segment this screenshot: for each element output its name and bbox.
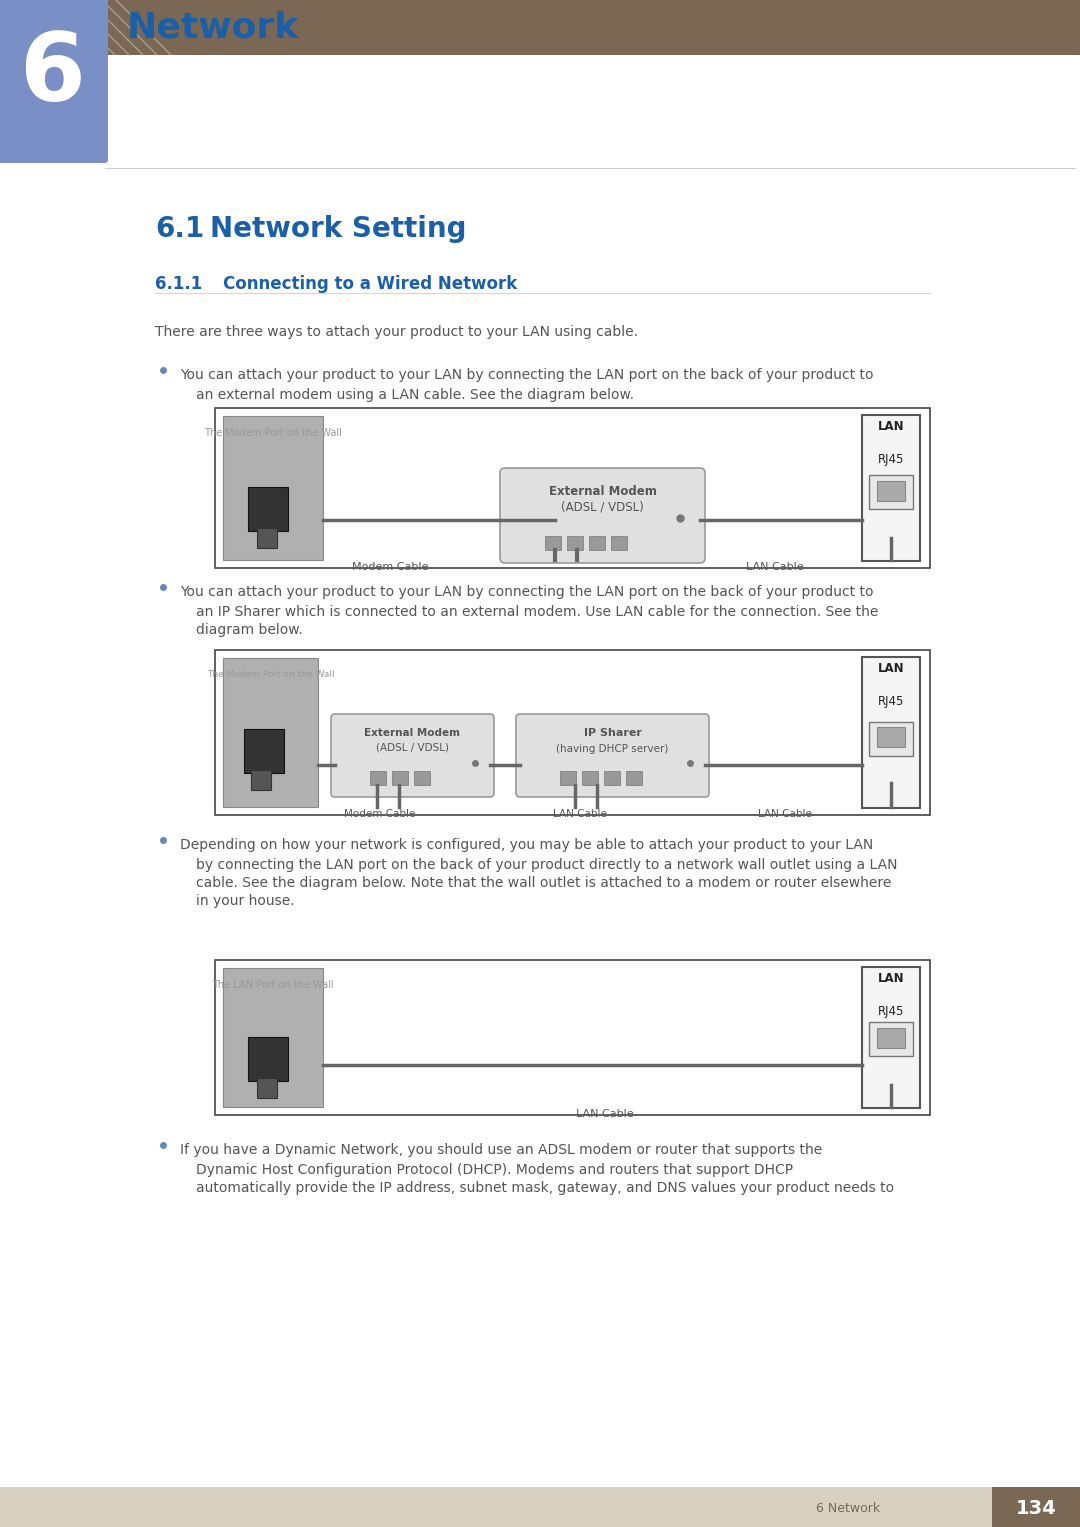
FancyBboxPatch shape — [0, 0, 1080, 55]
Text: RJ45: RJ45 — [878, 454, 904, 466]
FancyBboxPatch shape — [215, 408, 930, 568]
Text: Network Setting: Network Setting — [210, 215, 467, 243]
Text: IP Sharer: IP Sharer — [583, 728, 642, 738]
FancyBboxPatch shape — [877, 1028, 905, 1048]
FancyBboxPatch shape — [0, 0, 108, 163]
Text: You can attach your product to your LAN by connecting the LAN port on the back o: You can attach your product to your LAN … — [180, 585, 874, 599]
Text: Network: Network — [127, 11, 299, 44]
Text: 6 Network: 6 Network — [815, 1503, 880, 1515]
Text: LAN Cable: LAN Cable — [577, 1109, 634, 1119]
FancyBboxPatch shape — [215, 651, 930, 815]
FancyBboxPatch shape — [500, 467, 705, 563]
FancyBboxPatch shape — [392, 771, 408, 785]
FancyBboxPatch shape — [877, 727, 905, 747]
Text: If you have a Dynamic Network, you should use an ADSL modem or router that suppo: If you have a Dynamic Network, you shoul… — [180, 1144, 822, 1157]
FancyBboxPatch shape — [251, 770, 271, 789]
Text: 6: 6 — [19, 29, 85, 121]
FancyBboxPatch shape — [582, 771, 598, 785]
FancyBboxPatch shape — [993, 1487, 1080, 1527]
FancyBboxPatch shape — [604, 771, 620, 785]
Text: (having DHCP server): (having DHCP server) — [556, 744, 669, 754]
Text: diagram below.: diagram below. — [195, 623, 302, 637]
FancyBboxPatch shape — [222, 415, 323, 560]
FancyBboxPatch shape — [611, 536, 627, 550]
Text: There are three ways to attach your product to your LAN using cable.: There are three ways to attach your prod… — [156, 325, 638, 339]
Text: 6.1.1: 6.1.1 — [156, 275, 202, 293]
FancyBboxPatch shape — [257, 1078, 276, 1098]
FancyBboxPatch shape — [215, 960, 930, 1115]
FancyBboxPatch shape — [561, 771, 576, 785]
Text: The LAN Port on the Wall: The LAN Port on the Wall — [212, 980, 334, 989]
Text: LAN: LAN — [878, 420, 904, 434]
FancyBboxPatch shape — [0, 1487, 1080, 1527]
FancyBboxPatch shape — [516, 715, 708, 797]
FancyBboxPatch shape — [545, 536, 561, 550]
Text: Dynamic Host Configuration Protocol (DHCP). Modems and routers that support DHCP: Dynamic Host Configuration Protocol (DHC… — [195, 1164, 793, 1177]
Text: an external modem using a LAN cable. See the diagram below.: an external modem using a LAN cable. See… — [195, 388, 634, 402]
Text: 6.1: 6.1 — [156, 215, 204, 243]
FancyBboxPatch shape — [589, 536, 605, 550]
Text: Connecting to a Wired Network: Connecting to a Wired Network — [222, 275, 517, 293]
Text: LAN: LAN — [878, 663, 904, 675]
FancyBboxPatch shape — [248, 1037, 288, 1081]
Text: Modem Cable: Modem Cable — [345, 809, 416, 818]
FancyBboxPatch shape — [877, 481, 905, 501]
Text: Depending on how your network is configured, you may be able to attach your prod: Depending on how your network is configu… — [180, 838, 874, 852]
Text: LAN Cable: LAN Cable — [746, 562, 804, 573]
Text: an IP Sharer which is connected to an external modem. Use LAN cable for the conn: an IP Sharer which is connected to an ex… — [195, 605, 878, 618]
FancyBboxPatch shape — [567, 536, 583, 550]
FancyBboxPatch shape — [862, 415, 920, 560]
FancyBboxPatch shape — [626, 771, 642, 785]
FancyBboxPatch shape — [862, 967, 920, 1109]
Text: The Modem Port on the Wall: The Modem Port on the Wall — [204, 428, 342, 438]
FancyBboxPatch shape — [330, 715, 494, 797]
FancyBboxPatch shape — [248, 487, 288, 531]
FancyBboxPatch shape — [862, 657, 920, 808]
Text: by connecting the LAN port on the back of your product directly to a network wal: by connecting the LAN port on the back o… — [195, 858, 897, 872]
Text: External Modem: External Modem — [365, 728, 460, 738]
FancyBboxPatch shape — [414, 771, 430, 785]
Text: 134: 134 — [1015, 1500, 1056, 1518]
Text: automatically provide the IP address, subnet mask, gateway, and DNS values your : automatically provide the IP address, su… — [195, 1180, 894, 1196]
Text: RJ45: RJ45 — [878, 1005, 904, 1019]
FancyBboxPatch shape — [222, 968, 323, 1107]
Text: The Modem Port on the Wall: The Modem Port on the Wall — [206, 670, 335, 680]
Text: RJ45: RJ45 — [878, 695, 904, 709]
FancyBboxPatch shape — [869, 475, 913, 508]
Text: in your house.: in your house. — [195, 893, 295, 909]
Text: LAN Cable: LAN Cable — [553, 809, 607, 818]
Text: Modem Cable: Modem Cable — [352, 562, 428, 573]
FancyBboxPatch shape — [869, 1022, 913, 1057]
FancyBboxPatch shape — [244, 728, 284, 773]
Text: (ADSL / VDSL): (ADSL / VDSL) — [562, 501, 644, 515]
FancyBboxPatch shape — [222, 658, 318, 806]
Text: cable. See the diagram below. Note that the wall outlet is attached to a modem o: cable. See the diagram below. Note that … — [195, 876, 891, 890]
Text: You can attach your product to your LAN by connecting the LAN port on the back o: You can attach your product to your LAN … — [180, 368, 874, 382]
Text: LAN Cable: LAN Cable — [758, 809, 812, 818]
Text: External Modem: External Modem — [549, 486, 657, 498]
FancyBboxPatch shape — [370, 771, 386, 785]
Text: LAN: LAN — [878, 973, 904, 985]
FancyBboxPatch shape — [257, 528, 276, 548]
FancyBboxPatch shape — [869, 722, 913, 756]
Text: (ADSL / VDSL): (ADSL / VDSL) — [376, 744, 449, 753]
